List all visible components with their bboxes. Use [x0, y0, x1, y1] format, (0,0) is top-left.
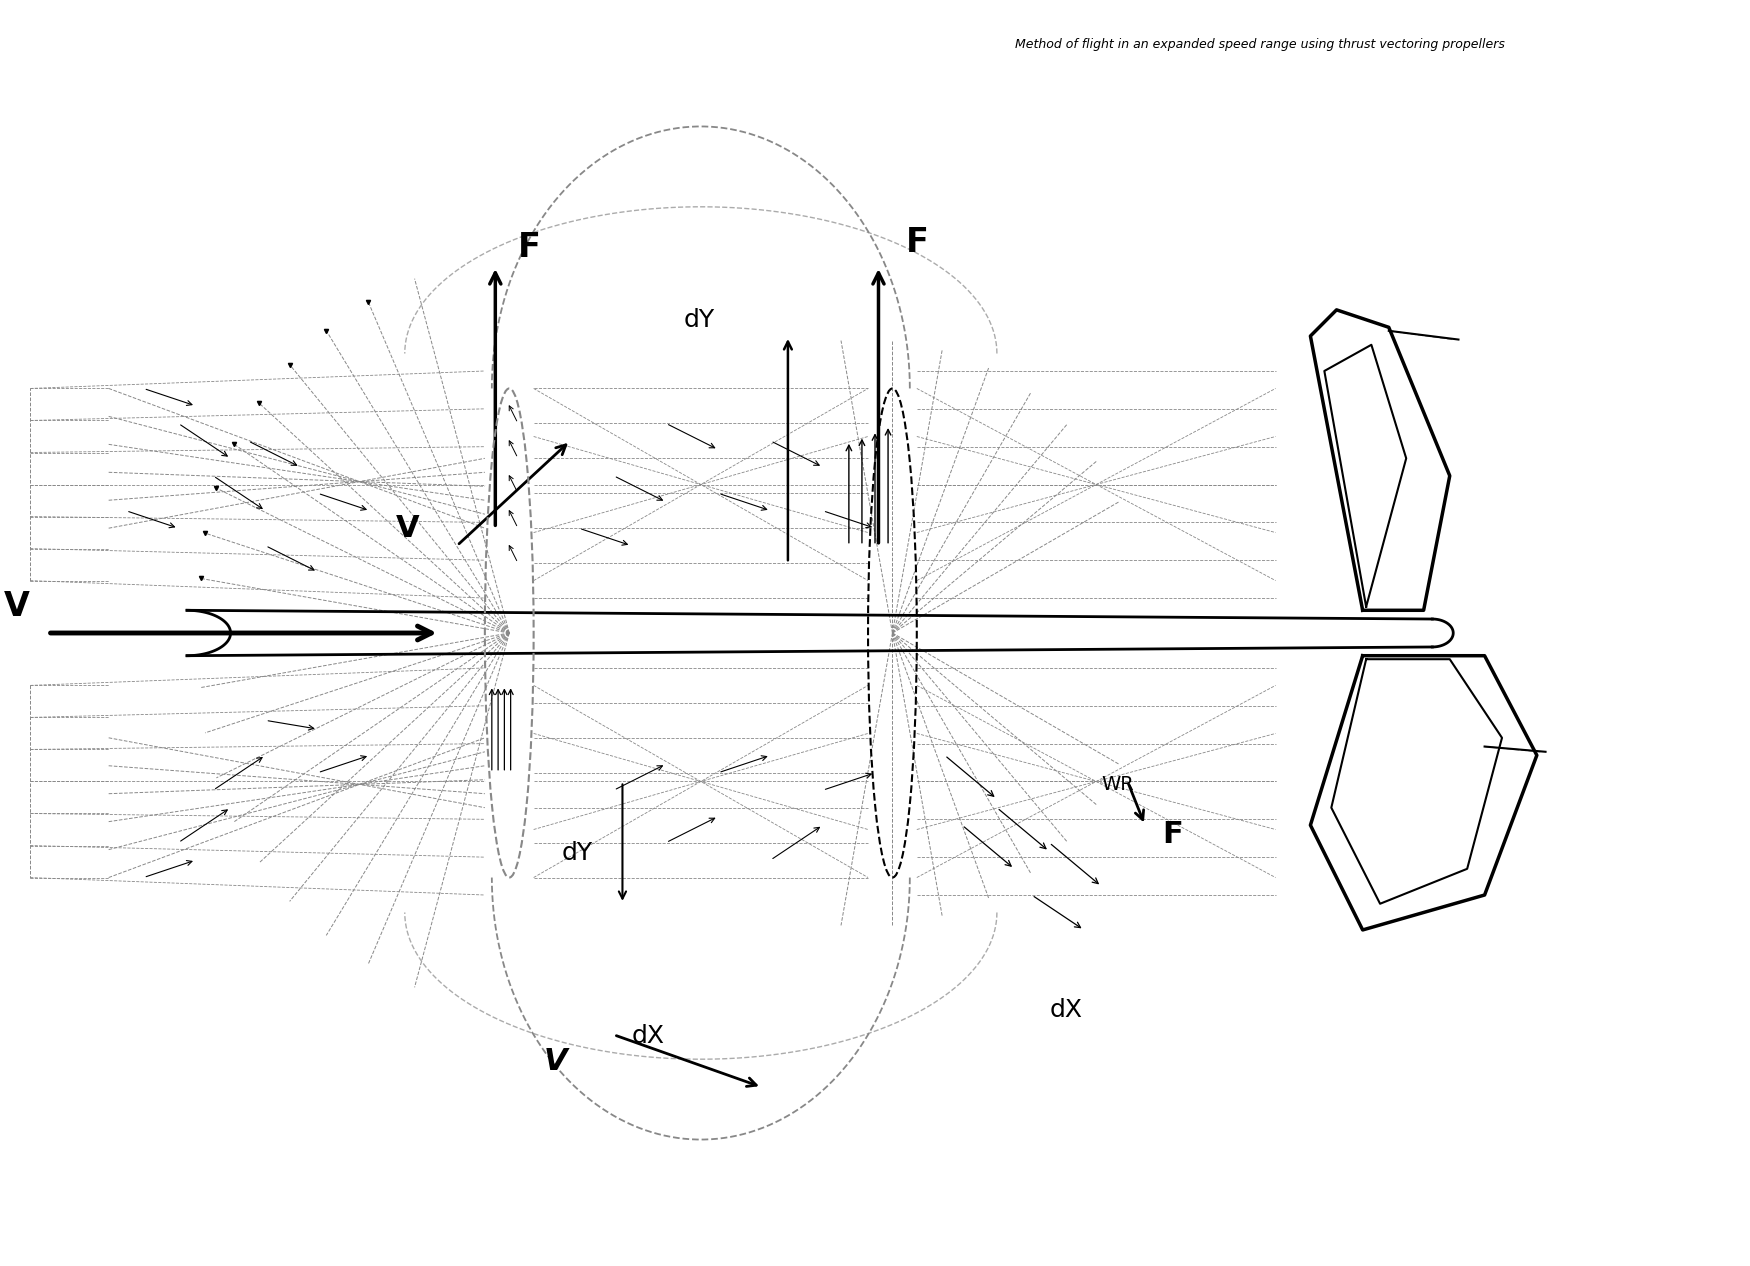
Text: dX: dX [1050, 999, 1082, 1022]
Text: F: F [1162, 819, 1183, 848]
Text: V: V [396, 514, 420, 543]
Text: V: V [4, 590, 30, 623]
Text: F: F [518, 232, 541, 265]
Text: WR: WR [1101, 775, 1134, 794]
Text: V: V [544, 1047, 567, 1076]
Text: dX: dX [632, 1024, 665, 1048]
Text: dY: dY [684, 309, 714, 332]
Text: dY: dY [562, 841, 593, 865]
Text: Method of flight in an expanded speed range using thrust vectoring propellers: Method of flight in an expanded speed ra… [1015, 38, 1505, 51]
Text: F: F [906, 227, 929, 260]
